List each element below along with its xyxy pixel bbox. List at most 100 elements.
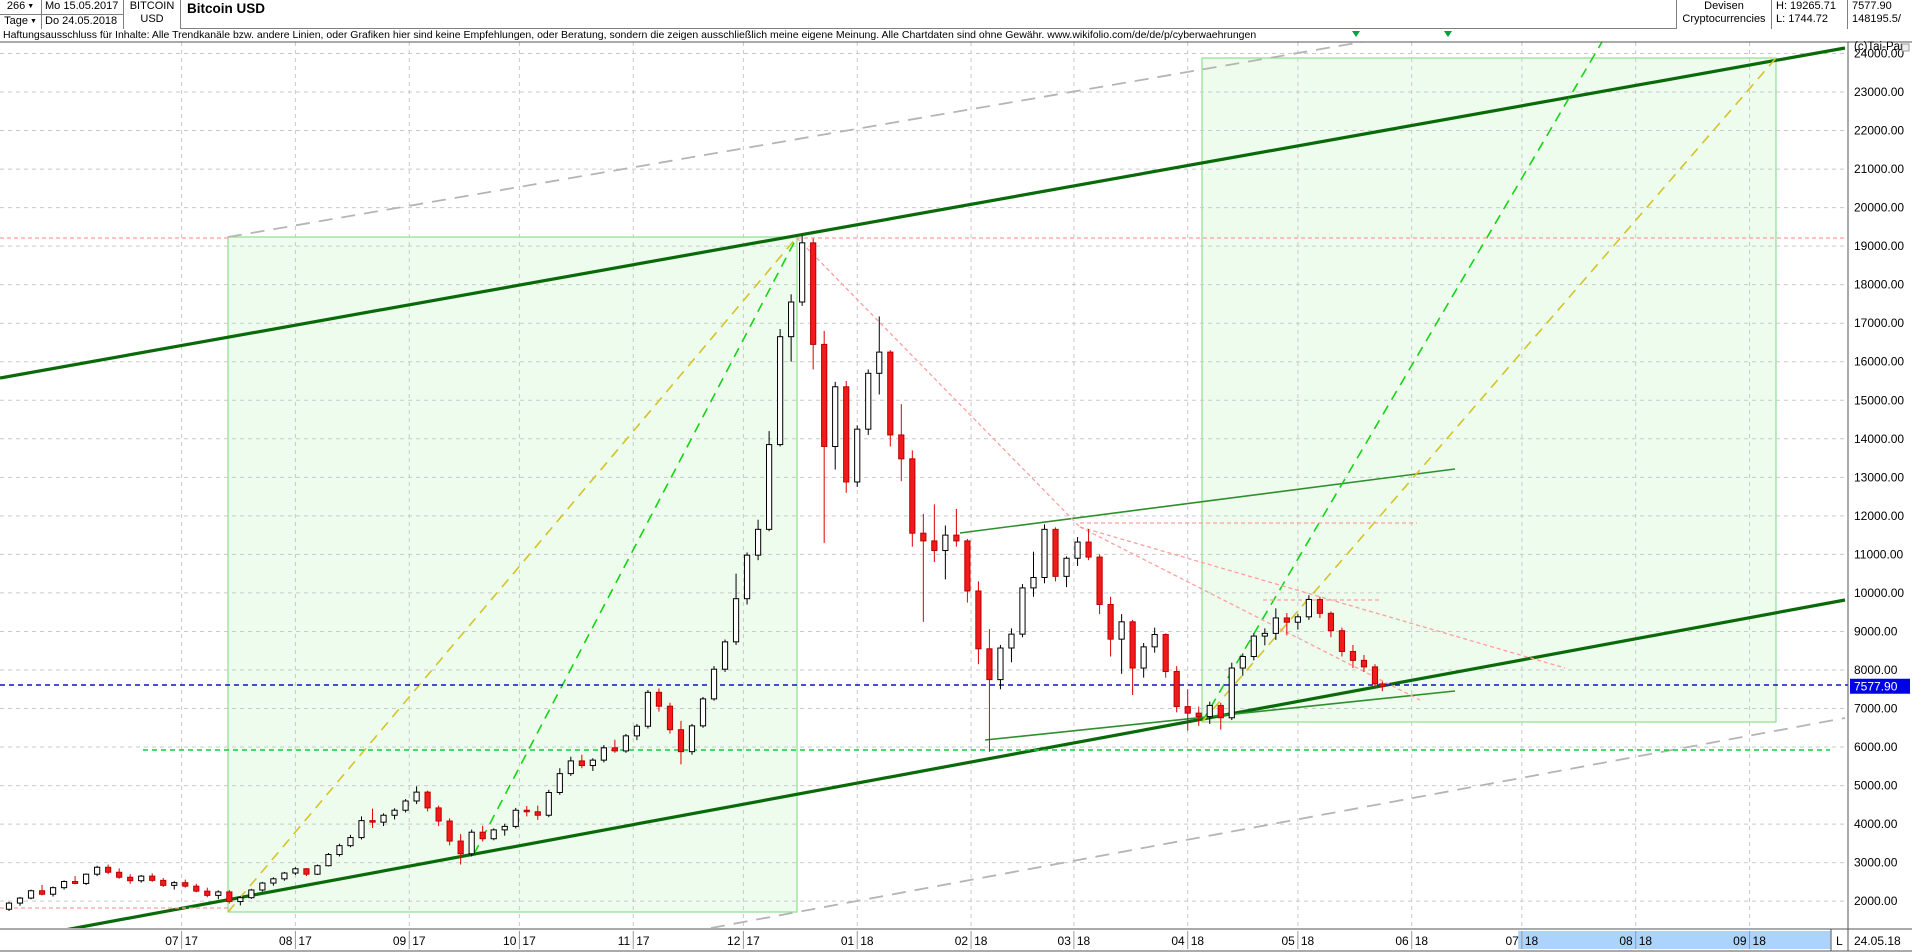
candle-up: [743, 554, 751, 600]
trend-exit-marker-icon: [1444, 31, 1452, 37]
box2-diagonal-yellow: [1201, 57, 1777, 723]
gray-parallel-upper: [227, 42, 1363, 238]
svg-text:7000.00: 7000.00: [1854, 702, 1898, 716]
candle-up: [27, 890, 35, 899]
candle-down: [1379, 683, 1386, 687]
candle-up: [83, 873, 90, 884]
last-date-label: 24.05.18: [1854, 934, 1901, 948]
candle-up: [1041, 528, 1048, 579]
candle-down: [1162, 634, 1169, 673]
svg-text:01: 01: [841, 934, 855, 948]
svg-text:11: 11: [618, 934, 631, 948]
candle-up: [402, 800, 409, 811]
candle-up: [721, 641, 729, 670]
candle-down: [1129, 621, 1136, 669]
candle-up: [314, 865, 321, 875]
candle-up: [876, 351, 883, 374]
candle-down: [655, 691, 663, 707]
candle-up: [1294, 616, 1301, 623]
candle-down: [1052, 528, 1059, 577]
trend-lines: [0, 42, 1848, 928]
candle-up: [1272, 617, 1279, 634]
candle-down: [38, 890, 46, 895]
candle-down: [887, 351, 894, 436]
candle-down: [204, 890, 211, 896]
svg-text:18: 18: [1525, 934, 1539, 948]
svg-text:6000.00: 6000.00: [1854, 740, 1898, 754]
svg-text:16000.00: 16000.00: [1854, 355, 1904, 369]
candle-up: [336, 845, 343, 856]
svg-text:17000.00: 17000.00: [1854, 316, 1904, 330]
candle-up: [942, 534, 949, 552]
trend-boxes: [227, 57, 1777, 913]
candle-down: [677, 729, 685, 753]
symbol-cell[interactable]: BITCOIN USD: [124, 0, 181, 29]
svg-text:13000.00: 13000.00: [1854, 470, 1904, 484]
candle-up: [644, 691, 652, 727]
copyright-label: (c)Tai-Pan: [1854, 41, 1906, 53]
candle-up: [259, 882, 266, 891]
candle-down: [975, 590, 982, 650]
candle-down: [1217, 704, 1224, 719]
candle-up: [215, 891, 222, 896]
candles: [5, 235, 1386, 911]
svg-text:21000.00: 21000.00: [1854, 162, 1904, 176]
speed-green-2: [1201, 42, 1603, 723]
candle-down: [226, 891, 233, 903]
svg-text:8000.00: 8000.00: [1854, 663, 1898, 677]
svg-text:14000.00: 14000.00: [1854, 432, 1904, 446]
candle-down: [534, 811, 541, 816]
svg-text:10: 10: [503, 934, 517, 948]
candle-down: [1283, 617, 1290, 623]
candle-down: [1327, 612, 1335, 632]
svg-text:06: 06: [1395, 934, 1409, 948]
svg-text:12000.00: 12000.00: [1854, 509, 1904, 523]
candle-up: [1239, 655, 1246, 669]
candle-up: [633, 725, 641, 737]
candle-up: [347, 837, 354, 847]
chevron-down-icon: ▼: [29, 18, 37, 25]
candle-down: [369, 820, 376, 823]
candle-up: [799, 242, 806, 303]
svg-text:18: 18: [974, 934, 988, 948]
candle-down: [898, 434, 905, 460]
svg-text:17: 17: [185, 934, 199, 948]
candle-up: [754, 528, 762, 556]
candle-up: [248, 889, 255, 899]
svg-text:07: 07: [1506, 934, 1520, 948]
svg-text:18: 18: [1639, 934, 1653, 948]
date-from-field[interactable]: Mo 15.05.2017: [42, 0, 124, 15]
time-axis: 07 17 08 17 09 17 10 17 11 17 12 17 01 18 02 18 03 18 04 18…: [165, 929, 1901, 951]
candle-up: [237, 897, 244, 903]
candle-up: [1151, 634, 1158, 648]
svg-text:17: 17: [522, 934, 536, 948]
candle-down: [986, 648, 993, 681]
candle-up: [358, 820, 365, 839]
svg-text:09: 09: [1733, 934, 1747, 948]
candle-down: [578, 760, 585, 767]
box1-diagonal-yellow: [227, 236, 798, 913]
gridlines: [0, 42, 1848, 928]
candle-up: [1228, 667, 1235, 719]
candle-down: [127, 876, 134, 882]
last-session-label: L: [1836, 934, 1843, 948]
candle-up: [622, 735, 629, 752]
svg-text:9000.00: 9000.00: [1854, 624, 1898, 638]
price-axis: 24000.00 23000.00 22000.00 21000.00 20000.00…: [1854, 41, 1910, 908]
svg-text:24000.00: 24000.00: [1854, 47, 1904, 61]
candle-down: [160, 879, 167, 886]
date-to-field[interactable]: Do 24.05.2018: [42, 15, 124, 29]
candle-up: [5, 902, 13, 910]
timeframe-dropdown[interactable]: Tage ▼: [0, 15, 42, 29]
candle-down: [920, 532, 927, 542]
periods-dropdown[interactable]: 266 ▼: [0, 0, 42, 15]
candle-down: [149, 875, 156, 881]
svg-text:02: 02: [955, 934, 969, 948]
candle-down: [821, 343, 828, 448]
svg-text:05: 05: [1282, 934, 1296, 948]
candle-up: [1118, 621, 1125, 640]
candle-up: [832, 386, 839, 448]
svg-text:19000.00: 19000.00: [1854, 239, 1904, 253]
